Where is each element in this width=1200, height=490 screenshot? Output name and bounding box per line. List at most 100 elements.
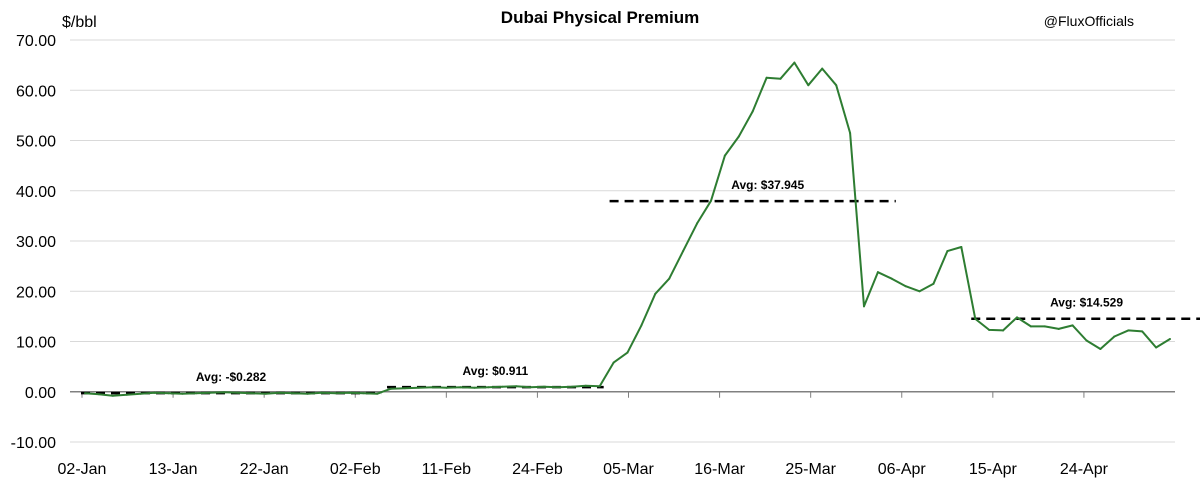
data-point [1141, 330, 1144, 333]
data-point [1015, 316, 1018, 319]
data-point [403, 387, 406, 390]
y-axis-unit-label: $/bbl [62, 14, 97, 31]
data-point [654, 292, 657, 295]
data-point [376, 392, 379, 395]
data-point [167, 392, 170, 395]
data-point [946, 250, 949, 253]
data-point [1113, 335, 1116, 338]
data-point [960, 246, 963, 249]
y-tick-label: 0.00 [25, 385, 56, 402]
data-point [556, 386, 559, 389]
data-point [501, 385, 504, 388]
y-tick-label: 70.00 [16, 33, 56, 50]
data-point [84, 392, 86, 395]
average-label: Avg: $14.529 [1050, 296, 1123, 310]
data-point [292, 392, 295, 395]
data-point [1155, 346, 1158, 349]
data-point [334, 392, 337, 395]
data-point [1099, 348, 1102, 351]
data-point [487, 386, 490, 389]
data-point [612, 361, 615, 364]
data-point [723, 154, 726, 157]
chart-title: Dubai Physical Premium [500, 8, 700, 27]
x-tick-label: 06-Apr [878, 461, 927, 478]
y-tick-label: 40.00 [16, 184, 56, 201]
data-point [125, 393, 128, 396]
data-point [765, 76, 768, 79]
data-point [473, 386, 476, 389]
data-point [320, 391, 323, 394]
data-point [1057, 327, 1060, 330]
average-label: Avg: -$0.282 [196, 370, 267, 384]
data-point [835, 84, 838, 87]
y-axis-ticks: -10.00 0.00 10.00 20.00 30.00 40.00 50.00 60.00… [11, 33, 56, 452]
data-point [570, 385, 573, 388]
series-group [84, 61, 1171, 397]
x-tick-label: 11-Feb [422, 461, 472, 478]
x-tick-label: 22-Jan [240, 461, 289, 478]
data-point [890, 277, 893, 280]
data-point [709, 199, 712, 202]
data-point [195, 392, 198, 395]
x-tick-label: 02-Jan [58, 461, 107, 478]
y-tick-label: 10.00 [16, 335, 56, 352]
data-point [1169, 337, 1171, 340]
data-point [988, 328, 991, 331]
data-point [278, 391, 281, 394]
data-point [821, 67, 824, 70]
data-point [1071, 324, 1074, 327]
data-point [668, 277, 671, 280]
data-point [459, 386, 462, 389]
data-point [153, 391, 156, 394]
data-point [223, 391, 226, 394]
data-point [904, 285, 907, 288]
x-tick-label: 24-Apr [1060, 461, 1109, 478]
y-tick-label: 30.00 [16, 234, 56, 251]
data-point [515, 385, 518, 388]
data-point [737, 135, 740, 138]
data-point [139, 392, 142, 395]
y-tick-label: 20.00 [16, 284, 56, 301]
x-tick-label: 02-Feb [330, 461, 381, 478]
data-point [1029, 325, 1032, 328]
data-point [543, 385, 546, 388]
data-point [751, 110, 754, 113]
x-axis-ticks: 02-Jan 13-Jan 22-Jan 02-Feb 11-Feb 24-Feb 05-M… [58, 391, 1109, 478]
gridlines [70, 39, 1175, 443]
data-point [348, 391, 351, 394]
data-point [932, 282, 935, 285]
data-point [849, 131, 852, 134]
x-tick-label: 15-Apr [969, 461, 1018, 478]
y-tick-label: -10.00 [11, 435, 56, 452]
data-point [445, 386, 448, 389]
data-point [640, 324, 643, 327]
average-label: Avg: $0.911 [463, 364, 529, 378]
data-point [209, 391, 212, 394]
data-point [682, 250, 685, 253]
data-point [1002, 329, 1005, 332]
average-label: Avg: $37.945 [731, 178, 804, 192]
average-lines: Avg: -$0.282 Avg: $0.911 Avg: $37.945 Avg: … [81, 178, 1200, 395]
data-point [598, 385, 601, 388]
data-point [626, 351, 629, 354]
series-line [84, 61, 1171, 397]
data-point [807, 84, 810, 87]
data-point [1043, 325, 1046, 328]
data-point [779, 77, 782, 80]
data-point [97, 393, 100, 396]
data-point [237, 391, 240, 394]
data-point [584, 384, 587, 387]
data-point [862, 305, 865, 308]
x-tick-label: 25-Mar [785, 461, 836, 478]
data-point [918, 290, 921, 293]
data-point [362, 392, 365, 395]
data-point [696, 222, 699, 225]
x-tick-label: 05-Mar [603, 461, 654, 478]
data-point [181, 392, 184, 395]
data-point [306, 392, 309, 395]
data-point [431, 386, 434, 389]
data-point [793, 61, 796, 64]
data-point [876, 271, 879, 274]
data-point [264, 392, 267, 395]
